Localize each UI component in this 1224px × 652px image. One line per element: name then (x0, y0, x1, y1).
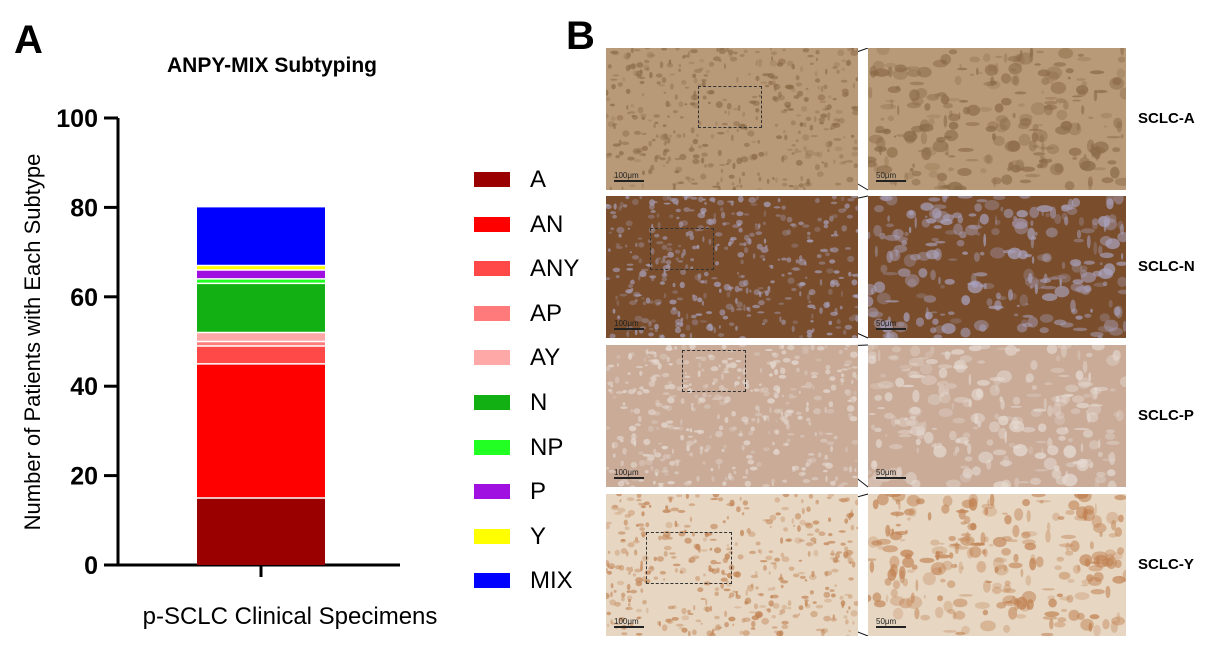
low-magnification-image: 100μm (606, 345, 858, 487)
subtype-label: SCLC-P (1138, 407, 1194, 424)
scale-label-low: 100μm (614, 319, 639, 328)
high-magnification-image: 50μm (868, 196, 1126, 338)
y-tick-label: 40 (70, 373, 98, 401)
legend-swatch (474, 573, 510, 589)
y-axis-label: Number of Patients with Each Subtype (20, 154, 45, 531)
chart-legend: A AN ANY AP AY N NP P Y MIX (474, 166, 604, 612)
scale-label-high: 50μm (876, 319, 897, 328)
scale-bar (614, 477, 644, 479)
scale-bar (876, 477, 906, 479)
low-magnification-image: 100μm (606, 494, 858, 636)
scale-label-low: 100μm (614, 617, 639, 626)
legend-item-a: A (474, 166, 604, 211)
y-tick-label: 0 (84, 552, 98, 580)
micrograph-row-sclc-p: 100μm 50μm SCLC-P (606, 345, 1194, 487)
chart-title: ANPY-MIX Subtyping (167, 54, 377, 77)
legend-item-n: N (474, 389, 604, 434)
stacked-bar-chart: ANPY-MIX Subtyping Number of Patients wi… (20, 54, 438, 630)
legend-item-mix: MIX (474, 567, 604, 612)
scale-bar (876, 328, 906, 330)
legend-label: MIX (530, 567, 573, 595)
legend-label: N (530, 388, 548, 416)
bar-segment-ap (197, 341, 325, 346)
bar-segment-n (197, 283, 325, 333)
chart-axes: 0 20 40 60 80 100 (56, 105, 400, 580)
scale-bar (614, 180, 644, 182)
legend-label: Y (530, 522, 547, 550)
micrograph-grid: 100μm 50μm SCLC-A 100μm 50μm SCLC-N 100μm 50μm S… (606, 48, 1195, 636)
y-tick-label: 60 (70, 284, 98, 312)
micrograph-row-sclc-n: 100μm 50μm SCLC-N (606, 196, 1195, 338)
bar-segment-any (197, 345, 325, 364)
y-tick-label: 80 (70, 194, 98, 222)
scale-bar (614, 626, 644, 628)
zoom-region-box (682, 350, 746, 392)
legend-label: AY (530, 344, 561, 372)
legend-swatch (474, 305, 510, 321)
scale-bar (614, 328, 644, 330)
legend-swatch (474, 439, 510, 455)
legend-item-ap: AP (474, 300, 604, 345)
y-tick-label: 20 (70, 463, 98, 491)
legend-swatch (474, 394, 510, 410)
legend-label: ANY (530, 255, 580, 283)
legend-swatch (474, 216, 510, 232)
legend-item-p: P (474, 478, 604, 523)
legend-label: NP (530, 433, 564, 461)
bar-segment-an (197, 363, 325, 498)
bar-segment-ay (197, 332, 325, 342)
bar-segments (197, 207, 325, 565)
x-axis-label: p-SCLC Clinical Specimens (143, 603, 438, 630)
subtype-label: SCLC-Y (1138, 556, 1194, 573)
legend-swatch (474, 261, 510, 277)
zoom-region-box (650, 228, 714, 270)
legend-item-any: ANY (474, 255, 604, 300)
legend-swatch (474, 528, 510, 544)
scale-label-high: 50μm (876, 617, 897, 626)
scale-bar (876, 626, 906, 628)
legend-label: AP (530, 299, 563, 327)
low-magnification-image: 100μm (606, 48, 858, 190)
scale-bar (876, 180, 906, 182)
low-magnification-image: 100μm (606, 196, 858, 338)
zoom-region-box (698, 86, 762, 128)
zoom-region-box (646, 532, 732, 584)
bar-segment-y (197, 265, 325, 270)
panel-b-letter: B (566, 14, 595, 58)
scale-label-high: 50μm (876, 468, 897, 477)
panel-a-letter: A (14, 18, 43, 62)
micrograph-row-sclc-a: 100μm 50μm SCLC-A (606, 48, 1195, 190)
bar-segment-p (197, 269, 325, 279)
legend-item-np: NP (474, 434, 604, 479)
scale-label-low: 100μm (614, 171, 639, 180)
legend-label: AN (530, 210, 564, 238)
high-magnification-image: 50μm (868, 48, 1126, 190)
legend-item-an: AN (474, 211, 604, 256)
bar-segment-a (197, 497, 325, 565)
y-tick-label: 100 (56, 105, 98, 133)
bar-segment-mix (197, 207, 325, 266)
legend-label: A (530, 166, 547, 193)
legend-label: P (530, 478, 547, 506)
high-magnification-image: 50μm (868, 494, 1126, 636)
subtype-label: SCLC-A (1138, 110, 1195, 127)
subtype-label: SCLC-N (1138, 258, 1195, 275)
bar-segment-np (197, 278, 325, 284)
scale-label-low: 100μm (614, 468, 639, 477)
scale-label-high: 50μm (876, 171, 897, 180)
micrograph-row-sclc-y: 100μm 50μm SCLC-Y (606, 494, 1194, 636)
high-magnification-image: 50μm (868, 345, 1126, 487)
legend-item-ay: AY (474, 344, 604, 389)
legend-swatch (474, 172, 510, 187)
legend-swatch (474, 350, 510, 366)
legend-swatch (474, 484, 510, 500)
legend-item-y: Y (474, 523, 604, 568)
